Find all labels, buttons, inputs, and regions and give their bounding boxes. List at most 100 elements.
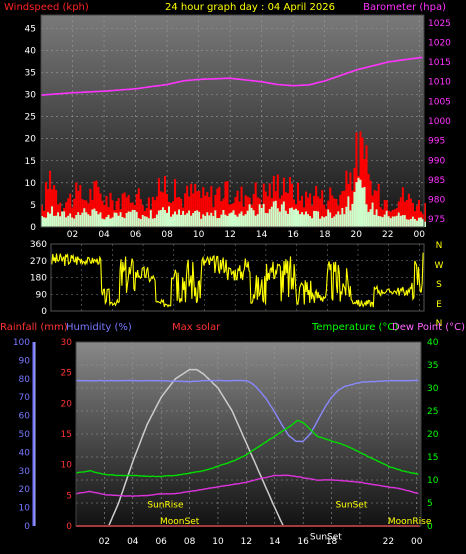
- avg-wind-bar: [125, 213, 128, 227]
- gust-bar: [220, 201, 223, 227]
- avg-wind-bar: [59, 216, 62, 227]
- avg-wind-bar: [250, 207, 253, 227]
- avg-wind-bar: [248, 204, 251, 227]
- avg-wind-bar: [315, 210, 318, 227]
- y-right-tick-label: 990: [428, 156, 445, 166]
- wind-barometer-panel: 0510152025303540459759809859909951000100…: [25, 14, 451, 240]
- avg-wind-bar: [329, 212, 332, 227]
- avg-wind-bar: [415, 220, 418, 227]
- avg-wind-bar: [280, 204, 283, 227]
- gust-bar: [59, 202, 62, 227]
- avg-wind-bar: [274, 200, 277, 227]
- y-right-tick-label: 985: [428, 176, 445, 186]
- avg-wind-bar: [252, 210, 255, 227]
- gust-bar: [75, 182, 78, 227]
- avg-wind-bar: [379, 216, 382, 227]
- avg-wind-bar: [79, 214, 82, 227]
- humidity-tick-label: 50: [19, 430, 31, 440]
- avg-wind-bar: [145, 216, 148, 227]
- gust-bar: [45, 182, 48, 227]
- y-right-tick-label: 975: [428, 215, 445, 225]
- x-tick-label: 10: [212, 537, 224, 547]
- gust-bar: [151, 196, 154, 227]
- avg-wind-bar: [373, 214, 376, 227]
- gust-bar: [139, 199, 142, 227]
- gust-bar: [288, 176, 291, 227]
- avg-wind-bar: [391, 216, 394, 227]
- gust-bar: [377, 183, 380, 227]
- barometer-axis-title: Barometer (hpa): [363, 2, 446, 13]
- avg-wind-bar: [117, 215, 120, 227]
- gust-bar: [256, 197, 259, 227]
- gust-bar: [254, 182, 257, 227]
- gust-bar: [95, 180, 98, 227]
- humidity-tick-label: 10: [19, 504, 31, 514]
- y-right-tick-label: 995: [428, 137, 445, 147]
- y-right-tick-label: 1025: [428, 19, 451, 29]
- avg-wind-bar: [214, 210, 217, 227]
- avg-wind-bar: [228, 213, 231, 227]
- y-right-tick-label: 1000: [428, 117, 451, 127]
- gust-bar: [240, 186, 243, 227]
- gust-bar: [69, 193, 72, 227]
- avg-wind-bar: [224, 214, 227, 227]
- avg-wind-bar: [375, 209, 378, 227]
- avg-wind-bar: [143, 216, 146, 227]
- event-annotation: SunRise: [147, 501, 184, 511]
- gust-bar: [204, 195, 207, 227]
- rainfall-tick-label: 0: [66, 522, 72, 532]
- temperature-tick-label: 0: [427, 522, 433, 532]
- avg-wind-bar: [337, 211, 340, 227]
- avg-wind-bar: [351, 203, 354, 227]
- gust-bar: [415, 205, 418, 227]
- avg-wind-bar: [333, 216, 336, 227]
- avg-wind-bar: [153, 218, 156, 227]
- compass-label: N: [436, 319, 443, 329]
- gust-bar: [224, 181, 227, 227]
- gust-bar: [339, 194, 342, 227]
- gust-bar: [359, 131, 362, 227]
- gust-bar: [424, 203, 427, 227]
- avg-wind-bar: [121, 217, 124, 227]
- avg-wind-bar: [240, 211, 243, 227]
- avg-wind-bar: [355, 182, 358, 227]
- avg-wind-bar: [278, 211, 281, 227]
- avg-wind-bar: [67, 215, 70, 227]
- gust-bar: [123, 192, 126, 227]
- avg-wind-bar: [85, 212, 88, 227]
- gust-bar: [155, 196, 158, 227]
- x-tick-label: 04: [98, 230, 110, 240]
- humidity-axis-title: Humidity (%): [66, 322, 132, 333]
- gust-bar: [202, 187, 205, 227]
- avg-wind-bar: [421, 219, 424, 227]
- avg-wind-bar: [389, 218, 392, 227]
- temperature-line: [75, 419, 419, 478]
- avg-wind-bar: [299, 214, 302, 227]
- avg-wind-bar: [95, 211, 98, 227]
- avg-wind-bar: [45, 217, 48, 227]
- gust-bar: [329, 187, 332, 227]
- rainfall-tick-label: 25: [61, 369, 72, 379]
- avg-wind-bar: [399, 215, 402, 227]
- gust-bar: [264, 191, 267, 227]
- avg-wind-bar: [232, 210, 235, 227]
- avg-wind-bar: [135, 211, 138, 227]
- gust-bar: [163, 176, 166, 227]
- temperature-axis-title: Temperature (°C): [311, 322, 398, 333]
- avg-wind-bar: [151, 218, 154, 227]
- temperature-tick-label: 25: [427, 407, 438, 417]
- avg-wind-bar: [133, 210, 136, 227]
- gust-bar: [165, 193, 168, 227]
- gust-bar: [311, 205, 314, 227]
- rainfall-tick-label: 15: [61, 430, 72, 440]
- avg-wind-bar: [81, 212, 84, 227]
- avg-wind-bar: [290, 207, 293, 227]
- x-tick-label: 14: [269, 537, 281, 547]
- avg-wind-bar: [284, 210, 287, 227]
- avg-wind-bar: [258, 204, 261, 227]
- avg-wind-bar: [172, 214, 175, 227]
- avg-wind-bar: [131, 209, 134, 227]
- y-left-tick-label: 35: [25, 68, 36, 78]
- avg-wind-bar: [395, 215, 398, 227]
- y-left-tick-label: 15: [25, 157, 36, 167]
